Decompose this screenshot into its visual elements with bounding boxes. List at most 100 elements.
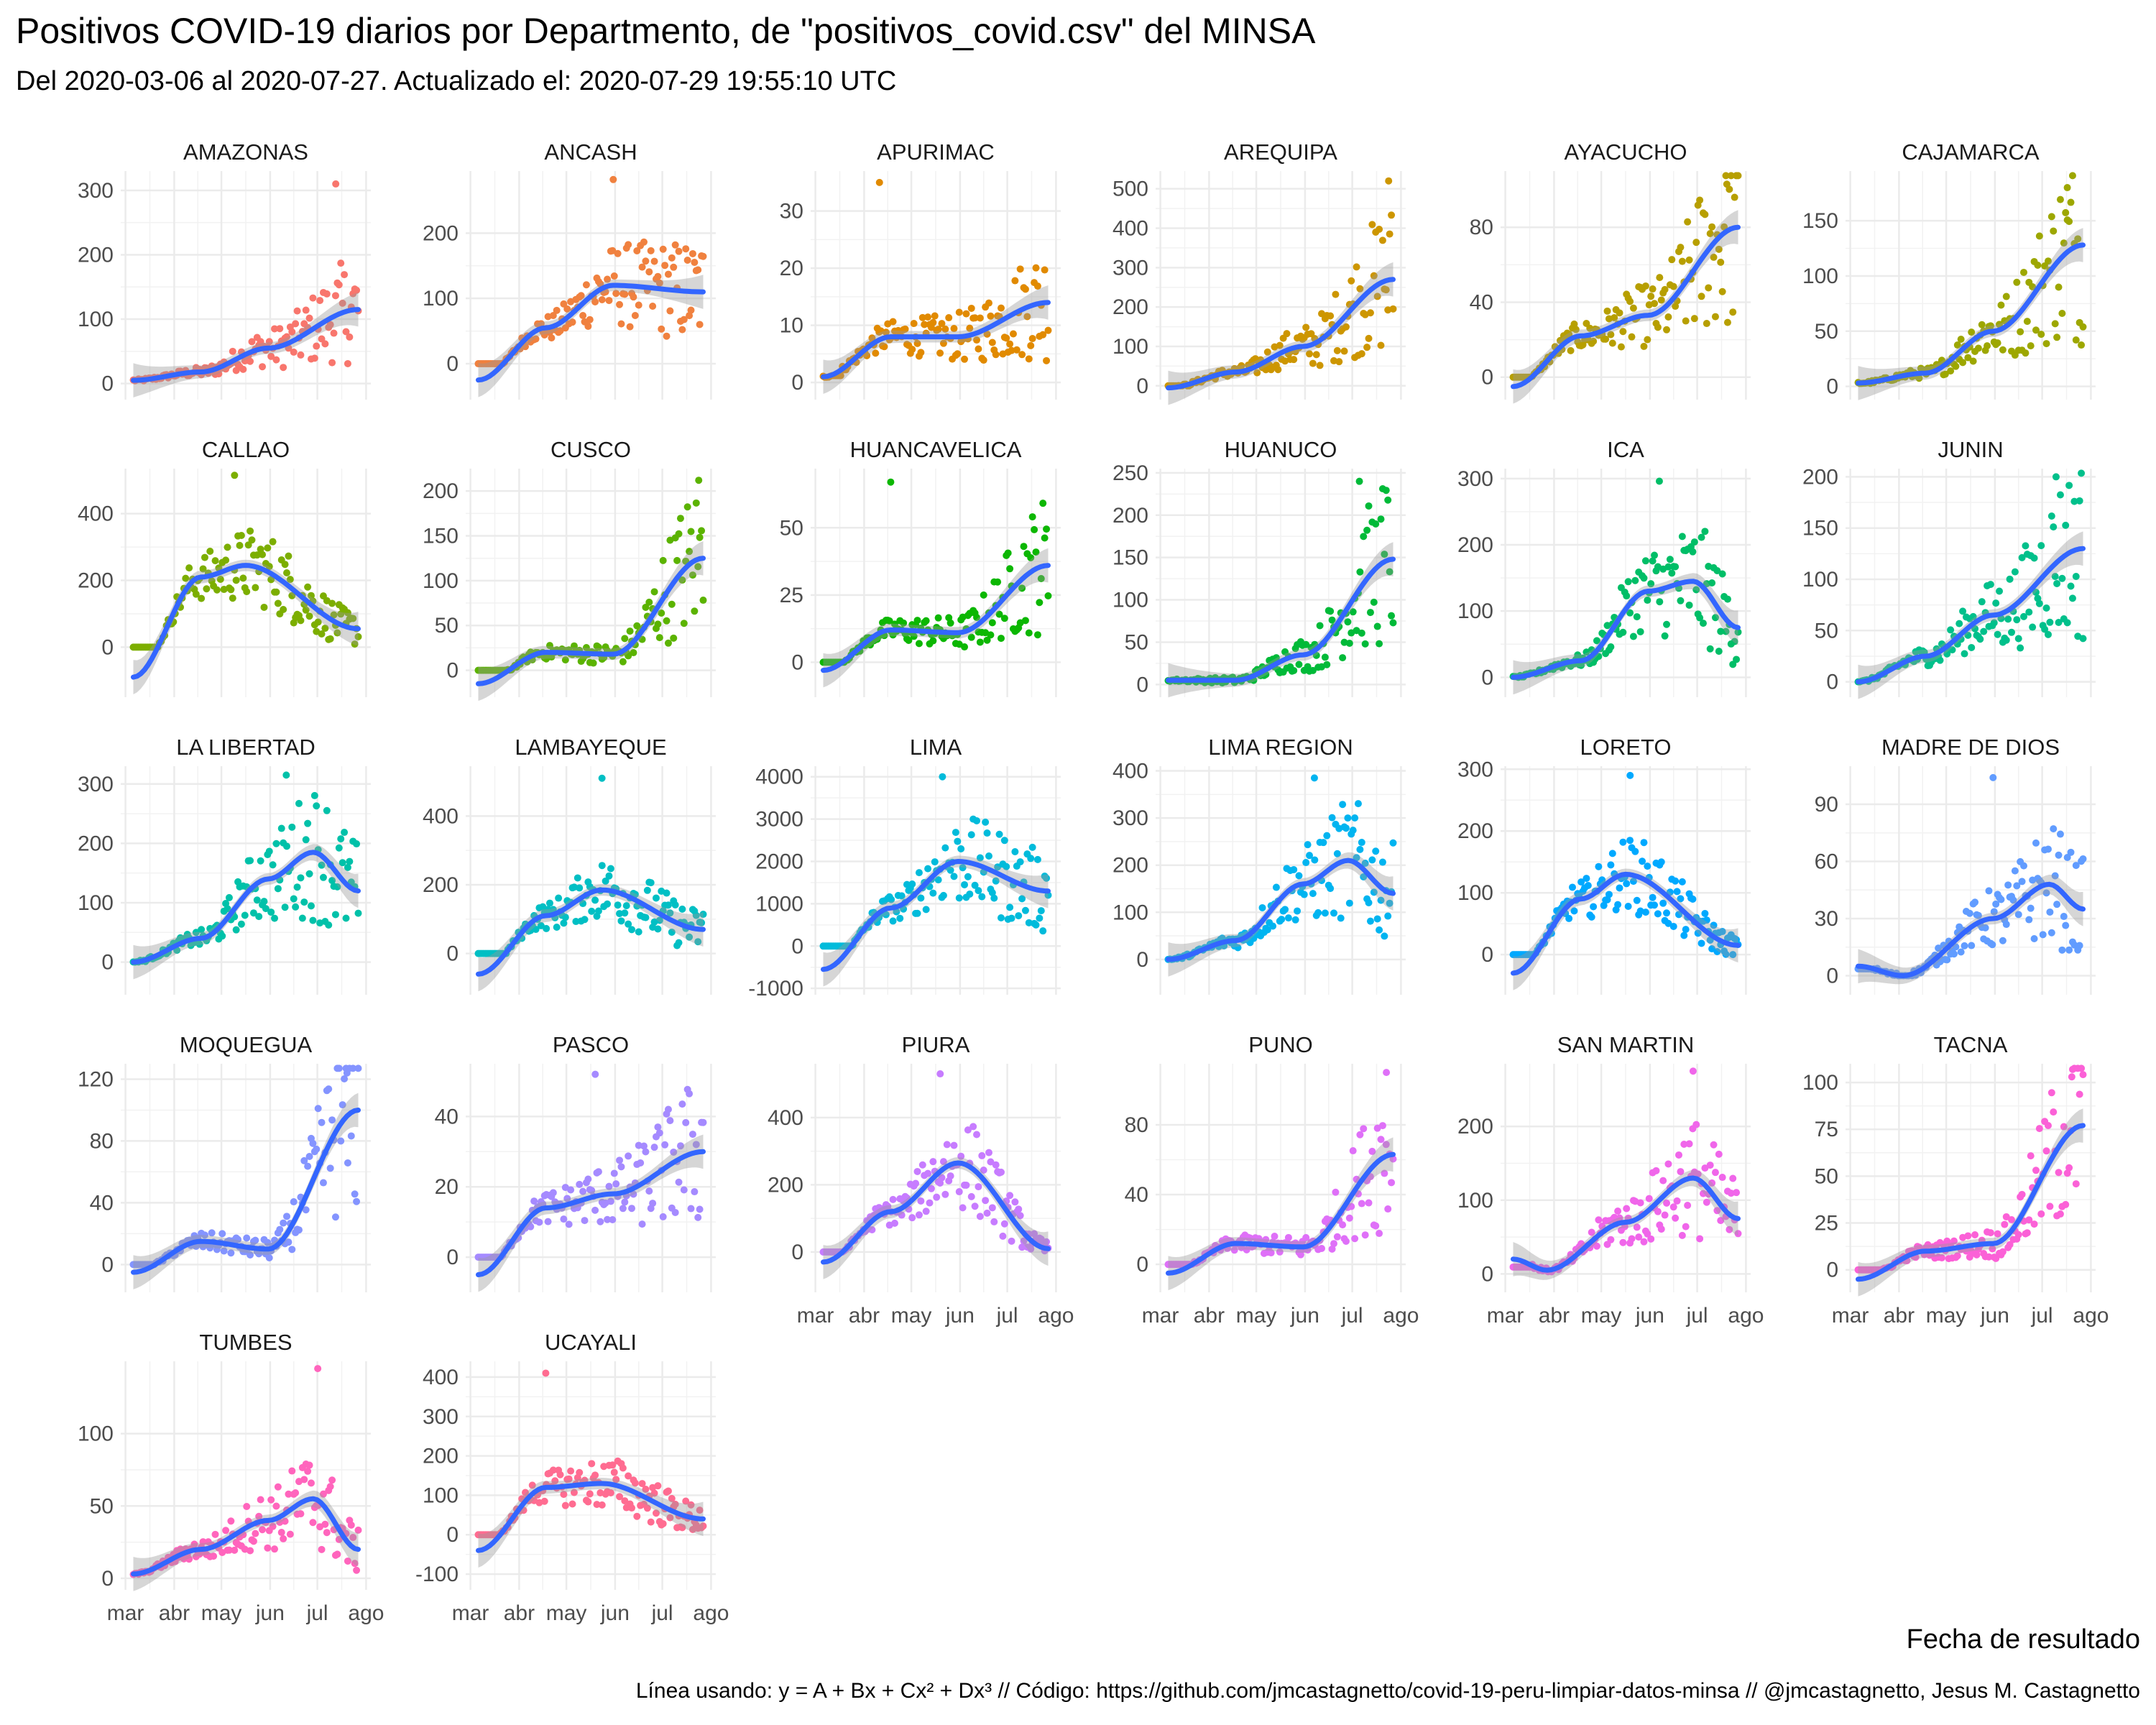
data-point bbox=[610, 1468, 618, 1476]
data-point bbox=[1682, 1223, 1690, 1230]
data-point bbox=[929, 318, 937, 326]
data-point bbox=[1319, 839, 1327, 847]
data-point bbox=[1365, 502, 1373, 510]
data-point bbox=[1013, 346, 1021, 354]
data-point bbox=[2041, 625, 2049, 633]
y-tick-label: 4000 bbox=[755, 765, 803, 789]
data-point bbox=[604, 275, 612, 283]
data-point bbox=[934, 876, 942, 884]
data-point bbox=[908, 346, 916, 354]
data-point bbox=[666, 909, 674, 917]
data-point bbox=[537, 921, 545, 929]
data-point bbox=[2011, 867, 2019, 875]
data-point bbox=[1961, 650, 1968, 658]
data-point bbox=[647, 247, 655, 254]
data-point bbox=[978, 893, 986, 901]
data-point bbox=[556, 327, 564, 335]
y-tick-label: 0 bbox=[791, 934, 803, 958]
data-point bbox=[955, 1188, 963, 1196]
data-point bbox=[1968, 942, 1976, 949]
data-point bbox=[222, 1527, 230, 1535]
data-point bbox=[971, 881, 979, 889]
y-tick-label: 300 bbox=[78, 179, 114, 203]
panel-title-ayacucho: AYACUCHO bbox=[1564, 139, 1687, 165]
data-point bbox=[988, 1204, 996, 1212]
data-point bbox=[929, 889, 937, 897]
panel-title-tacna: TACNA bbox=[1934, 1032, 2008, 1057]
data-point bbox=[673, 556, 681, 564]
x-tick-label: jun bbox=[1980, 1304, 2009, 1328]
data-point bbox=[931, 312, 939, 320]
data-point bbox=[292, 320, 300, 328]
data-point bbox=[630, 649, 637, 657]
x-axis-label: Fecha de resultado bbox=[1906, 1624, 2140, 1655]
data-point bbox=[1971, 898, 1979, 906]
data-point bbox=[2078, 341, 2086, 349]
data-point bbox=[950, 873, 958, 880]
data-point bbox=[2072, 573, 2080, 581]
data-point bbox=[1602, 335, 1610, 343]
data-point bbox=[2047, 213, 2055, 221]
x-tick-label: mar bbox=[1832, 1304, 1869, 1328]
y-tick-label: 90 bbox=[1815, 793, 1838, 816]
data-point bbox=[1685, 601, 1693, 609]
data-point bbox=[1018, 584, 1026, 592]
data-point bbox=[934, 614, 942, 622]
data-point bbox=[1353, 263, 1360, 271]
data-point bbox=[971, 1202, 979, 1210]
data-point bbox=[1690, 538, 1698, 546]
data-point bbox=[1947, 626, 1955, 634]
data-point bbox=[1680, 932, 1688, 939]
data-point bbox=[1600, 901, 1608, 909]
trend-line bbox=[476, 887, 706, 977]
data-point bbox=[863, 351, 871, 359]
data-point bbox=[1039, 500, 1047, 507]
data-point bbox=[1685, 1140, 1693, 1148]
data-point bbox=[353, 286, 361, 294]
data-point bbox=[1718, 1174, 1726, 1182]
data-point bbox=[239, 365, 247, 373]
data-point bbox=[280, 606, 287, 614]
data-point bbox=[216, 576, 224, 584]
data-point bbox=[283, 569, 291, 577]
y-tick-label: 500 bbox=[1112, 178, 1148, 201]
data-point bbox=[321, 625, 329, 632]
data-point bbox=[2018, 878, 2026, 886]
y-tick-label: 250 bbox=[1112, 461, 1148, 485]
data-point bbox=[1368, 856, 1376, 864]
data-point bbox=[1733, 656, 1741, 663]
data-point bbox=[185, 564, 193, 572]
x-tick-label: ago bbox=[348, 1601, 384, 1625]
data-point bbox=[1295, 872, 1303, 880]
data-point bbox=[1668, 256, 1676, 264]
data-point bbox=[560, 1215, 568, 1223]
data-point bbox=[553, 924, 561, 932]
data-point bbox=[1706, 230, 1714, 238]
data-point bbox=[248, 536, 256, 544]
data-point bbox=[596, 1218, 604, 1225]
data-point bbox=[1619, 328, 1627, 336]
y-tick-label: 100 bbox=[1802, 568, 1838, 592]
data-point bbox=[1377, 896, 1385, 904]
data-point bbox=[635, 301, 642, 309]
chart-caption: Línea usando: y = A + Bx + Cx² + Dx³ // … bbox=[635, 1679, 2140, 1703]
data-point bbox=[244, 541, 252, 549]
panel-huancavelica: HUANCAVELICA 0 25 50 bbox=[780, 437, 1061, 697]
data-point bbox=[2074, 235, 2082, 243]
data-point bbox=[2013, 616, 2021, 624]
confidence-band bbox=[478, 540, 704, 702]
data-point bbox=[680, 620, 688, 627]
data-point bbox=[537, 320, 545, 328]
data-point bbox=[1309, 666, 1317, 674]
data-point bbox=[997, 1168, 1005, 1176]
data-point bbox=[1941, 370, 1949, 378]
data-point bbox=[2079, 1071, 2087, 1079]
data-point bbox=[885, 617, 893, 625]
data-point bbox=[1969, 357, 1977, 365]
panel-tumbes: TUMBES 0 50 100 mar abr may jun jul ago bbox=[78, 1330, 384, 1625]
data-point bbox=[2034, 261, 2042, 269]
data-point bbox=[610, 1169, 618, 1177]
data-point bbox=[961, 880, 969, 888]
data-point bbox=[1316, 622, 1324, 630]
data-point bbox=[2062, 208, 2070, 216]
